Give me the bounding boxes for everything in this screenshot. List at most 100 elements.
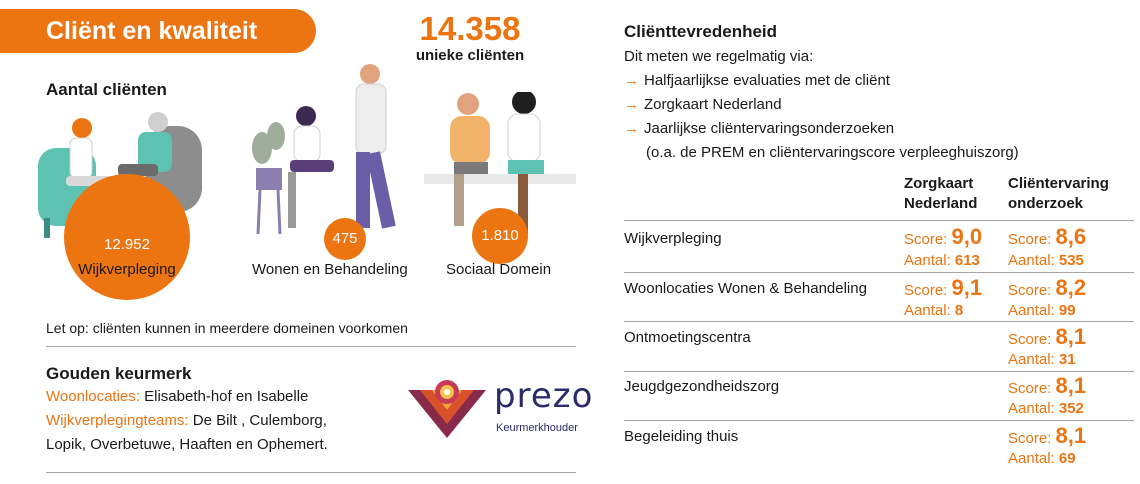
elder-head-shape — [148, 112, 168, 132]
locations-label: Woonlocaties: — [46, 388, 140, 405]
living-illustration — [252, 64, 396, 235]
clientervaring-count: Aantal: 352 — [1008, 400, 1084, 417]
zorgkaart-count: Aantal: 613 — [904, 252, 980, 269]
count-value: 31 — [1058, 351, 1076, 368]
teams-value-1: De Bilt , Culemborg, — [188, 412, 327, 429]
score-label: Score: — [1008, 331, 1052, 348]
score-label: Score: — [1008, 282, 1052, 299]
total-clients-label: unieke cliënten — [415, 47, 525, 64]
table-row-label: Ontmoetingscentra — [624, 329, 751, 346]
arrow-right-icon: → — [624, 96, 639, 113]
method-label: Zorgkaart Nederland — [644, 96, 782, 113]
keurmerk-teams: Wijkverplegingteams: De Bilt , Culemborg… — [46, 412, 327, 429]
clients-note: Let op: cliënten kunnen in meerdere dome… — [46, 320, 408, 336]
wonen-label: Wonen en Behandeling — [252, 261, 408, 278]
arrow-right-icon: → — [624, 120, 639, 137]
column-header-zorgkaart: Zorgkaart Nederland — [904, 174, 977, 214]
count-value: 69 — [1058, 450, 1076, 467]
count-label: Aantal: — [1008, 252, 1055, 269]
column-header-line: Zorgkaart — [904, 175, 974, 192]
wijkverpleging-label: Wijkverpleging — [78, 261, 176, 278]
clientervaring-count: Aantal: 69 — [1008, 450, 1076, 467]
count-value: 535 — [1058, 252, 1084, 269]
social-illustration — [424, 92, 576, 234]
count-value: 99 — [1058, 302, 1076, 319]
method-item: → Jaarlijkse cliëntervaringsonderzoeken — [624, 120, 894, 137]
sociaal-circle — [472, 208, 528, 264]
column-header-line: onderzoek — [1008, 195, 1084, 212]
sociaal-label: Sociaal Domein — [446, 261, 552, 278]
table-row-label: Jeugdgezondheidszorg — [624, 378, 780, 395]
score-value: 9,0 — [951, 224, 983, 249]
table-divider — [624, 321, 1134, 322]
nurse-hair-shape — [72, 118, 92, 138]
table-divider — [624, 420, 1134, 421]
count-value: 613 — [954, 252, 980, 269]
zorgkaart-score: Score: 9,0 — [904, 224, 982, 250]
count-label: Aantal: — [904, 252, 951, 269]
satisfaction-title: Cliënttevredenheid — [624, 22, 778, 41]
prezo-logo-subtitle: Keurmerkhouder — [496, 422, 578, 434]
methods-note: (o.a. de PREM en cliëntervaringscore ver… — [646, 144, 1019, 161]
keurmerk-title: Gouden keurmerk — [46, 364, 192, 383]
teams-value-2: Lopik, Overbetuwe, Haaften en Ophemert. — [46, 436, 328, 453]
score-label: Score: — [1008, 231, 1052, 248]
table-row-label: Wijkverpleging — [624, 230, 722, 247]
method-item: → Halfjaarlijkse evaluaties met de cliënt — [624, 72, 890, 89]
count-label: Aantal: — [1008, 302, 1055, 319]
total-clients-number: 14.358 — [419, 10, 521, 47]
count-label: Aantal: — [1008, 400, 1055, 417]
arrow-right-icon: → — [624, 72, 639, 89]
locations-value: Elisabeth-hof en Isabelle — [139, 388, 309, 405]
wijkverpleging-value: 12.952 — [104, 236, 150, 253]
score-value: 8,1 — [1055, 324, 1087, 349]
zorgkaart-score: Score: 9,1 — [904, 275, 982, 301]
method-item: → Zorgkaart Nederland — [624, 96, 782, 113]
clientervaring-score: Score: 8,1 — [1008, 373, 1086, 399]
column-header-clientervaring: Cliëntervaring onderzoek — [1008, 174, 1109, 214]
prezo-logo-text: prezo — [494, 376, 594, 416]
table-divider — [624, 371, 1134, 372]
clientervaring-count: Aantal: 31 — [1008, 351, 1076, 368]
clientervaring-count: Aantal: 99 — [1008, 302, 1076, 319]
score-value: 8,2 — [1055, 275, 1087, 300]
prezo-logo-icon — [408, 380, 486, 438]
score-label: Score: — [1008, 380, 1052, 397]
satisfaction-intro: Dit meten we regelmatig via: — [624, 48, 814, 65]
column-header-line: Nederland — [904, 195, 978, 212]
clientervaring-score: Score: 8,1 — [1008, 423, 1086, 449]
method-label: Jaarlijkse cliëntervaringsonderzoeken — [644, 120, 895, 137]
column-header-line: Cliëntervaring — [1008, 175, 1109, 192]
score-value: 9,1 — [951, 275, 983, 300]
count-value: 352 — [1058, 400, 1084, 417]
divider — [46, 472, 576, 473]
table-row-label: Begeleiding thuis — [624, 428, 739, 445]
clientervaring-count: Aantal: 535 — [1008, 252, 1084, 269]
method-label: Halfjaarlijkse evaluaties met de cliënt — [644, 72, 890, 89]
score-value: 8,1 — [1055, 373, 1087, 398]
divider — [46, 346, 576, 347]
header-banner — [0, 9, 316, 53]
score-label: Score: — [1008, 430, 1052, 447]
wonen-value: 475 — [332, 230, 358, 247]
table-row-label: Woonlocaties Wonen & Behandeling — [624, 280, 867, 297]
table-divider — [624, 272, 1134, 273]
clientervaring-score: Score: 8,6 — [1008, 224, 1086, 250]
count-label: Aantal: — [1008, 450, 1055, 467]
teams-label: Wijkverplegingteams: — [46, 412, 189, 429]
page-title: Cliënt en kwaliteit — [46, 17, 258, 45]
sociaal-value: 1.810 — [481, 227, 519, 244]
score-value: 8,1 — [1055, 423, 1087, 448]
count-value: 8 — [954, 302, 964, 319]
keurmerk-locations: Woonlocaties: Elisabeth-hof en Isabelle — [46, 388, 308, 405]
wonen-circle — [324, 218, 366, 260]
wijkverpleging-circle — [64, 174, 190, 300]
count-label: Aantal: — [904, 302, 951, 319]
zorgkaart-count: Aantal: 8 — [904, 302, 963, 319]
score-label: Score: — [904, 282, 948, 299]
clientervaring-score: Score: 8,2 — [1008, 275, 1086, 301]
score-label: Score: — [904, 231, 948, 248]
count-label: Aantal: — [1008, 351, 1055, 368]
table-divider — [624, 220, 1134, 221]
clients-section-title: Aantal cliënten — [46, 80, 167, 99]
